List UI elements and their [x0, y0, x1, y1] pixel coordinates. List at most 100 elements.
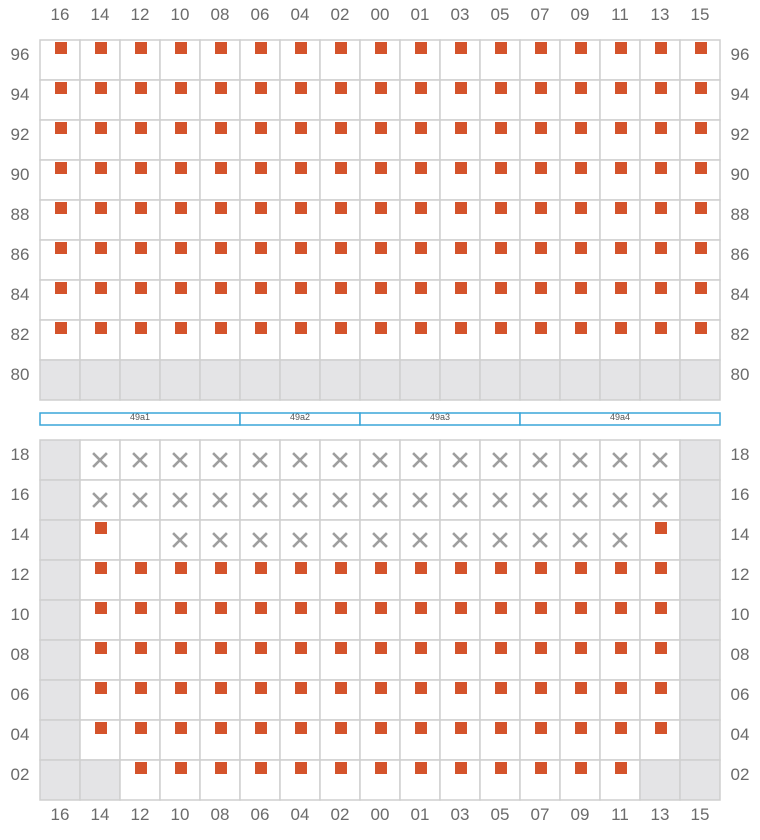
- available-seat-marker[interactable]: [655, 122, 667, 134]
- seat-cell-upper-96-10[interactable]: [159, 39, 201, 81]
- available-seat-marker[interactable]: [335, 602, 347, 614]
- seat-cell-lower-12-04[interactable]: [279, 559, 321, 601]
- available-seat-marker[interactable]: [135, 322, 147, 334]
- seat-cell-lower-04-13[interactable]: [639, 719, 681, 761]
- available-seat-marker[interactable]: [455, 122, 467, 134]
- available-seat-marker[interactable]: [495, 82, 507, 94]
- seat-cell-upper-94-00[interactable]: [359, 79, 401, 121]
- seat-cell-lower-14-14[interactable]: [79, 519, 121, 561]
- seat-cell-lower-04-00[interactable]: [359, 719, 401, 761]
- available-seat-marker[interactable]: [295, 682, 307, 694]
- available-seat-marker[interactable]: [495, 242, 507, 254]
- seat-cell-upper-86-15[interactable]: [679, 239, 721, 281]
- seat-cell-upper-82-03[interactable]: [439, 319, 481, 361]
- seat-cell-upper-84-00[interactable]: [359, 279, 401, 321]
- seat-cell-upper-90-15[interactable]: [679, 159, 721, 201]
- available-seat-marker[interactable]: [95, 122, 107, 134]
- available-seat-marker[interactable]: [535, 682, 547, 694]
- seat-cell-upper-86-06[interactable]: [239, 239, 281, 281]
- seat-cell-upper-84-03[interactable]: [439, 279, 481, 321]
- available-seat-marker[interactable]: [135, 82, 147, 94]
- available-seat-marker[interactable]: [135, 242, 147, 254]
- seat-cell-upper-86-02[interactable]: [319, 239, 361, 281]
- seat-cell-upper-90-04[interactable]: [279, 159, 321, 201]
- seat-cell-lower-12-10[interactable]: [159, 559, 201, 601]
- seat-cell-lower-10-14[interactable]: [79, 599, 121, 641]
- seat-cell-lower-08-07[interactable]: [519, 639, 561, 681]
- seat-cell-upper-94-12[interactable]: [119, 79, 161, 121]
- seat-cell-upper-94-10[interactable]: [159, 79, 201, 121]
- available-seat-marker[interactable]: [455, 682, 467, 694]
- available-seat-marker[interactable]: [455, 722, 467, 734]
- available-seat-marker[interactable]: [215, 722, 227, 734]
- seat-cell-lower-08-08[interactable]: [199, 639, 241, 681]
- seat-cell-upper-94-02[interactable]: [319, 79, 361, 121]
- available-seat-marker[interactable]: [455, 762, 467, 774]
- available-seat-marker[interactable]: [375, 322, 387, 334]
- seat-cell-upper-82-07[interactable]: [519, 319, 561, 361]
- available-seat-marker[interactable]: [655, 682, 667, 694]
- seat-cell-lower-02-06[interactable]: [239, 759, 281, 801]
- available-seat-marker[interactable]: [135, 602, 147, 614]
- seat-cell-lower-08-02[interactable]: [319, 639, 361, 681]
- seat-cell-lower-10-08[interactable]: [199, 599, 241, 641]
- available-seat-marker[interactable]: [615, 42, 627, 54]
- available-seat-marker[interactable]: [535, 122, 547, 134]
- available-seat-marker[interactable]: [135, 642, 147, 654]
- available-seat-marker[interactable]: [455, 322, 467, 334]
- available-seat-marker[interactable]: [175, 202, 187, 214]
- seat-cell-upper-88-05[interactable]: [479, 199, 521, 241]
- seat-cell-upper-86-05[interactable]: [479, 239, 521, 281]
- available-seat-marker[interactable]: [375, 722, 387, 734]
- seat-cell-lower-12-05[interactable]: [479, 559, 521, 601]
- seat-cell-upper-90-01[interactable]: [399, 159, 441, 201]
- seat-cell-upper-94-08[interactable]: [199, 79, 241, 121]
- seat-cell-lower-02-02[interactable]: [319, 759, 361, 801]
- seat-cell-upper-84-16[interactable]: [39, 279, 81, 321]
- seat-cell-lower-06-03[interactable]: [439, 679, 481, 721]
- seat-cell-lower-10-11[interactable]: [599, 599, 641, 641]
- seat-cell-lower-10-13[interactable]: [639, 599, 681, 641]
- seat-cell-lower-08-09[interactable]: [559, 639, 601, 681]
- available-seat-marker[interactable]: [575, 42, 587, 54]
- seat-cell-upper-96-01[interactable]: [399, 39, 441, 81]
- seat-cell-upper-88-14[interactable]: [79, 199, 121, 241]
- available-seat-marker[interactable]: [615, 122, 627, 134]
- seat-cell-upper-96-00[interactable]: [359, 39, 401, 81]
- seat-cell-upper-82-01[interactable]: [399, 319, 441, 361]
- seat-cell-upper-92-02[interactable]: [319, 119, 361, 161]
- seat-cell-upper-94-03[interactable]: [439, 79, 481, 121]
- available-seat-marker[interactable]: [95, 722, 107, 734]
- available-seat-marker[interactable]: [295, 282, 307, 294]
- seat-cell-upper-88-00[interactable]: [359, 199, 401, 241]
- available-seat-marker[interactable]: [55, 82, 67, 94]
- available-seat-marker[interactable]: [415, 562, 427, 574]
- available-seat-marker[interactable]: [95, 282, 107, 294]
- available-seat-marker[interactable]: [295, 162, 307, 174]
- available-seat-marker[interactable]: [215, 42, 227, 54]
- available-seat-marker[interactable]: [615, 202, 627, 214]
- available-seat-marker[interactable]: [55, 322, 67, 334]
- available-seat-marker[interactable]: [575, 562, 587, 574]
- seat-cell-lower-04-04[interactable]: [279, 719, 321, 761]
- available-seat-marker[interactable]: [415, 642, 427, 654]
- seat-cell-upper-94-13[interactable]: [639, 79, 681, 121]
- available-seat-marker[interactable]: [215, 602, 227, 614]
- seat-cell-lower-14-13[interactable]: [639, 519, 681, 561]
- available-seat-marker[interactable]: [335, 202, 347, 214]
- available-seat-marker[interactable]: [655, 282, 667, 294]
- available-seat-marker[interactable]: [495, 162, 507, 174]
- available-seat-marker[interactable]: [295, 602, 307, 614]
- available-seat-marker[interactable]: [255, 562, 267, 574]
- available-seat-marker[interactable]: [655, 82, 667, 94]
- seat-cell-lower-02-10[interactable]: [159, 759, 201, 801]
- seat-cell-upper-88-13[interactable]: [639, 199, 681, 241]
- available-seat-marker[interactable]: [335, 322, 347, 334]
- available-seat-marker[interactable]: [415, 42, 427, 54]
- section-49a3[interactable]: 49a3: [359, 412, 521, 426]
- available-seat-marker[interactable]: [255, 42, 267, 54]
- available-seat-marker[interactable]: [255, 762, 267, 774]
- seat-cell-upper-90-12[interactable]: [119, 159, 161, 201]
- seat-cell-lower-12-02[interactable]: [319, 559, 361, 601]
- available-seat-marker[interactable]: [295, 242, 307, 254]
